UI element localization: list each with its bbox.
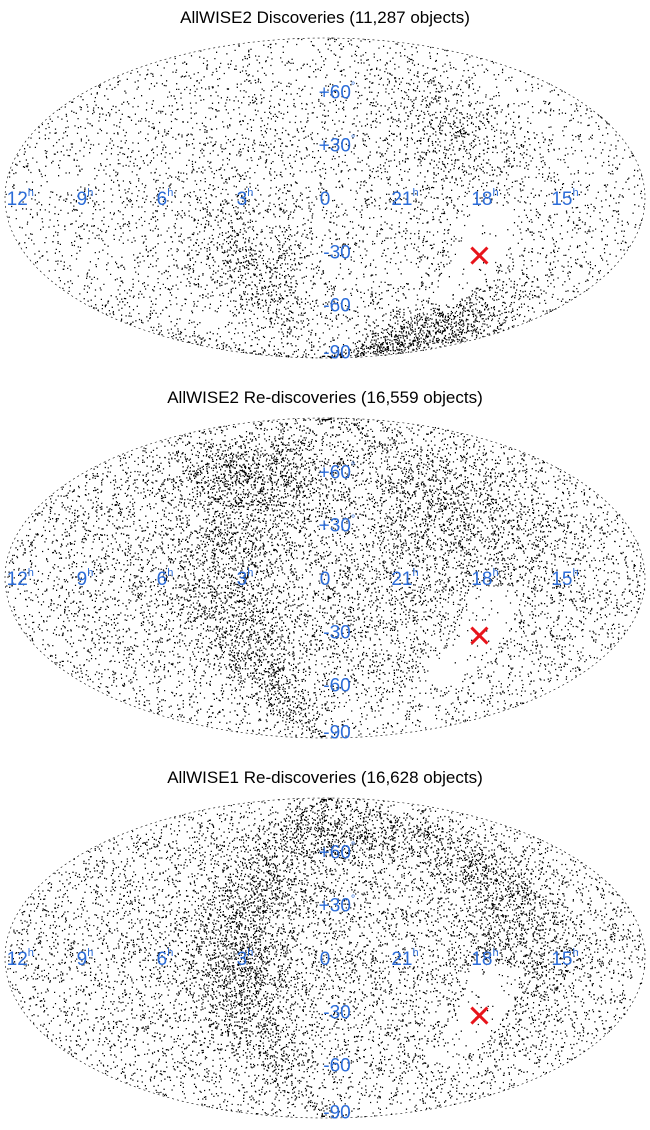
sky-map: 12h 9h 6h 3h 0 21h 18h 15h +60° +30° -30 -60 -90	[4, 417, 646, 743]
dec-tick-label: -30	[323, 242, 350, 263]
dec-tick-label: -60	[323, 296, 350, 317]
dec-tick-label: -30	[323, 622, 350, 643]
dec-tick-label: -60	[323, 1056, 350, 1077]
ra-tick-label: 18h	[471, 567, 498, 590]
ra-tick-label: 12h	[7, 947, 34, 970]
dec-tick-label: -90	[323, 722, 350, 743]
ra-tick-label: 0	[320, 189, 331, 210]
sky-panel-3: AllWISE1 Re-discoveries (16,628 objects)…	[0, 760, 650, 1123]
ra-tick-label: 21h	[391, 947, 418, 970]
sky-map: 12h 9h 6h 3h 0 21h 18h 15h +60° +30° -30 -60 -90	[4, 37, 646, 363]
ra-tick-label: 18h	[471, 187, 498, 210]
ra-tick-label: 6h	[157, 567, 174, 590]
ra-tick-label: 15h	[551, 947, 578, 970]
dec-tick-label: -90	[323, 1102, 350, 1123]
dec-tick-label: -90	[323, 342, 350, 363]
object-points	[6, 417, 646, 738]
ra-tick-label: 3h	[237, 187, 254, 210]
galactic-center-marker	[470, 626, 489, 645]
galactic-center-marker	[470, 246, 489, 265]
panel-title: AllWISE1 Re-discoveries (16,628 objects)	[167, 768, 483, 787]
dec-tick-label: +30°	[319, 894, 356, 917]
ra-tick-label: 3h	[237, 947, 254, 970]
ra-tick-label: 12h	[7, 187, 34, 210]
dec-tick-label: -60	[323, 676, 350, 697]
dec-tick-label: +60°	[319, 840, 356, 863]
galactic-center-marker	[470, 1006, 489, 1025]
ra-tick-label: 6h	[157, 187, 174, 210]
object-points	[7, 797, 646, 1118]
sky-panel-2: AllWISE2 Re-discoveries (16,559 objects)…	[0, 380, 650, 750]
ra-tick-label: 0	[320, 569, 331, 590]
panel-title: AllWISE2 Re-discoveries (16,559 objects)	[167, 388, 483, 407]
ra-tick-label: 18h	[471, 947, 498, 970]
ra-tick-label: 21h	[391, 187, 418, 210]
sky-boundary	[4, 37, 646, 359]
ra-tick-label: 9h	[77, 947, 94, 970]
sky-map: 12h 9h 6h 3h 0 21h 18h 15h+60°+30°-30-60-90	[4, 797, 646, 1123]
ra-tick-label: 0	[320, 949, 331, 970]
ra-tick-label: 15h	[551, 567, 578, 590]
ra-tick-label: 9h	[77, 187, 94, 210]
ra-tick-label: 9h	[77, 567, 94, 590]
dec-tick-label: +60°	[319, 80, 356, 103]
ra-tick-label: 15h	[551, 187, 578, 210]
ra-tick-label: 21h	[391, 567, 418, 590]
sky-boundary	[4, 417, 646, 739]
ra-tick-label: 12h	[7, 567, 34, 590]
sky-panel-1: AllWISE2 Discoveries (11,287 objects) 12…	[0, 0, 650, 370]
sky-boundary	[4, 797, 646, 1119]
object-points	[5, 37, 645, 359]
dec-tick-label: +30°	[319, 514, 356, 537]
dec-tick-label: +60°	[319, 460, 356, 483]
panel-title: AllWISE2 Discoveries (11,287 objects)	[180, 8, 470, 27]
dec-tick-label: +30°	[319, 134, 356, 157]
dec-tick-label: -30	[323, 1002, 350, 1023]
ra-tick-label: 3h	[237, 567, 254, 590]
